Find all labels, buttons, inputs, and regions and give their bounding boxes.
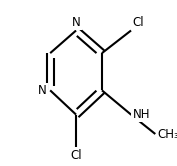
Text: CH₃: CH₃ <box>157 127 177 140</box>
Text: Cl: Cl <box>133 16 144 29</box>
Text: N: N <box>38 84 47 97</box>
Text: Cl: Cl <box>70 149 82 162</box>
Text: N: N <box>72 16 80 29</box>
Text: NH: NH <box>133 108 150 121</box>
